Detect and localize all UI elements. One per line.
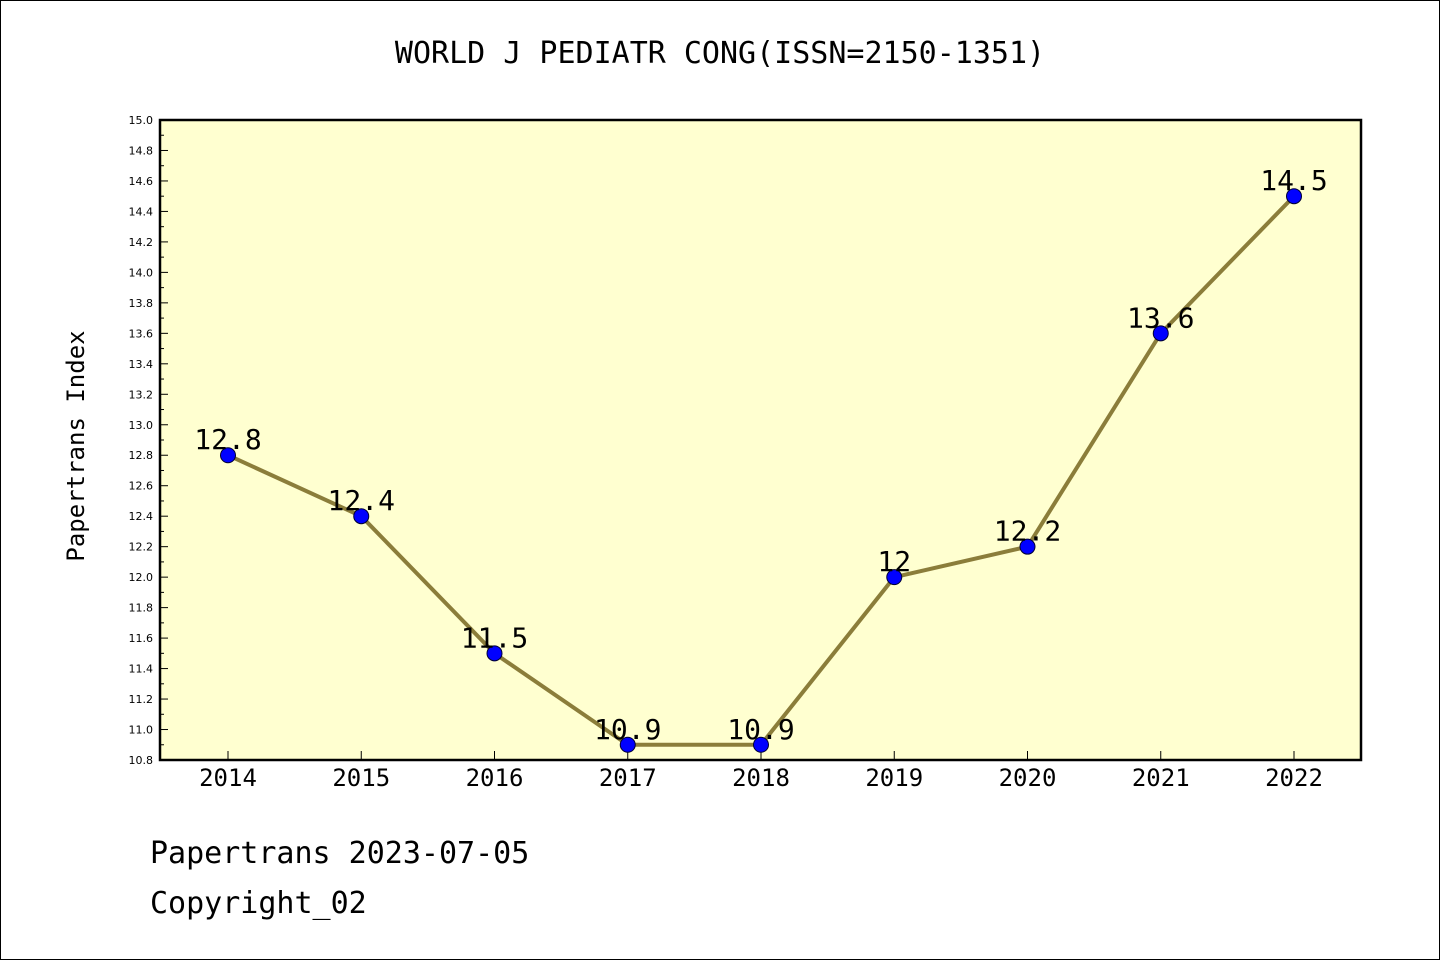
x-axis: 2014 2015 2016 2017 2018 2019 2020 2021 2022 — [199, 751, 1323, 792]
data-point — [1019, 538, 1036, 555]
footer-date: Papertrans 2023-07-05 — [150, 836, 530, 871]
y-tick-label: 11.6 — [129, 632, 154, 645]
x-tick-label: 2014 — [199, 764, 257, 792]
y-tick-label: 11.2 — [129, 693, 154, 706]
chart-title: WORLD J PEDIATR CONG(ISSN=2150-1351) — [394, 36, 1046, 71]
data-point — [353, 508, 370, 525]
data-point — [619, 736, 636, 753]
y-tick-label: 10.8 — [129, 754, 154, 767]
y-tick-label: 12.4 — [129, 510, 154, 523]
y-tick-label: 15.0 — [129, 114, 154, 127]
x-tick-label: 2021 — [1132, 764, 1190, 792]
y-tick-label: 11.0 — [129, 724, 154, 737]
y-tick-label: 12.8 — [129, 449, 154, 462]
data-label: 10.9 — [727, 713, 794, 746]
x-tick-label: 2022 — [1265, 764, 1323, 792]
x-tick-label: 2015 — [332, 764, 390, 792]
y-tick-label: 13.4 — [129, 358, 154, 371]
y-tick-label: 14.8 — [129, 144, 154, 157]
data-point — [1152, 325, 1169, 342]
data-label: 12 — [877, 545, 911, 578]
data-point — [220, 447, 236, 464]
data-point — [886, 569, 903, 586]
x-tick-label: 2017 — [599, 764, 657, 792]
data-point — [1286, 188, 1302, 205]
data-label: 14.5 — [1260, 164, 1327, 197]
data-labels: 12.8 12.4 11.5 10.9 10.9 12 12.2 13.6 14.5 — [194, 164, 1327, 746]
footer-copyright: Copyright_02 — [150, 886, 367, 921]
y-tick-label: 13.0 — [129, 419, 154, 432]
data-point — [486, 645, 503, 662]
y-tick-label: 11.8 — [129, 602, 154, 615]
x-tick-label: 2016 — [466, 764, 524, 792]
y-tick-label: 12.2 — [129, 541, 154, 554]
data-markers — [220, 188, 1302, 753]
data-label: 12.8 — [194, 423, 261, 456]
plot-area — [158, 118, 1363, 762]
y-tick-label: 12.6 — [129, 480, 154, 493]
y-tick-label: 13.2 — [129, 388, 154, 401]
y-axis: 10.8 11.0 11.2 11.4 11.6 11.8 12.0 12.2 12.4 12.6… — [129, 114, 168, 767]
data-point — [753, 736, 769, 753]
y-tick-label: 13.8 — [129, 297, 154, 310]
data-label: 11.5 — [461, 621, 528, 654]
y-tick-label: 13.6 — [129, 327, 154, 340]
data-label: 12.2 — [994, 515, 1061, 548]
data-label: 10.9 — [594, 713, 661, 746]
x-tick-label: 2019 — [865, 764, 923, 792]
y-tick-label: 14.6 — [129, 175, 154, 188]
x-tick-label: 2018 — [732, 764, 790, 792]
x-tick-label: 2020 — [999, 764, 1057, 792]
y-tick-label: 14.4 — [129, 205, 154, 218]
data-label: 13.6 — [1127, 301, 1194, 334]
y-tick-label: 14.0 — [129, 266, 154, 279]
data-label: 12.4 — [328, 484, 395, 517]
y-tick-label: 12.0 — [129, 571, 154, 584]
y-tick-label: 11.4 — [129, 663, 154, 676]
y-tick-label: 14.2 — [129, 236, 154, 249]
